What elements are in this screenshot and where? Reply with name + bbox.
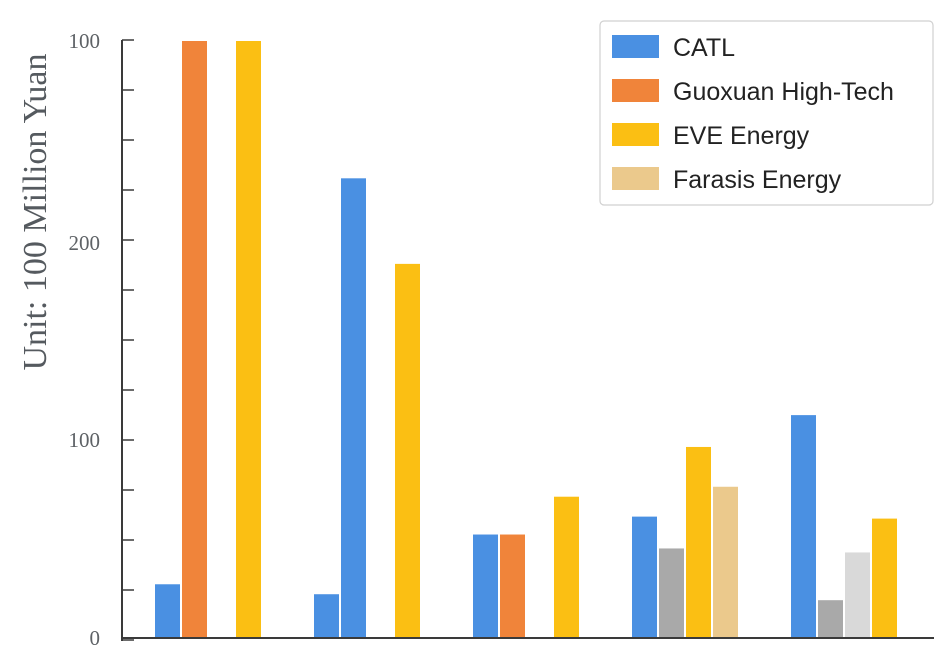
bar-farasis-energy-3-12 xyxy=(713,486,738,638)
legend-label-catl: CATL xyxy=(673,34,735,62)
y-tick-label-100: 100 xyxy=(69,428,101,452)
y-tick-label-200: 200 xyxy=(69,231,101,255)
y-axis: 100 200 100 0 xyxy=(69,29,934,650)
legend-swatch-catl xyxy=(612,35,659,58)
legend-swatch-farasis xyxy=(612,167,659,190)
bar-catl-1-4 xyxy=(341,178,366,638)
y-tick-label-0: 0 xyxy=(90,626,101,650)
bars-layer xyxy=(155,41,897,638)
legend-frame xyxy=(599,20,934,206)
bar-catl-2-6 xyxy=(473,534,498,638)
y-ticks xyxy=(122,39,134,641)
legend-label-farasis: Farasis Energy xyxy=(673,166,842,194)
bar-eve-energy-3-11 xyxy=(686,446,711,638)
legend-swatch-eve xyxy=(612,123,659,146)
bar-light-gray-4-15 xyxy=(845,552,870,638)
legend-swatch-guoxuan xyxy=(612,79,659,102)
bar-eve-energy-4-16 xyxy=(872,518,897,638)
bar-gray-4-14 xyxy=(818,600,843,638)
bar-guoxuan-high-tech-0-1 xyxy=(182,41,207,638)
legend: CATL Guoxuan High-Tech EVE Energy Farasi… xyxy=(599,20,934,206)
bar-eve-energy-1-5 xyxy=(395,263,420,638)
y-axis-label: Unit: 100 Million Yuan xyxy=(17,53,54,370)
legend-label-eve: EVE Energy xyxy=(673,122,810,150)
bar-guoxuan-high-tech-2-7 xyxy=(500,534,525,638)
bar-gray-3-10 xyxy=(659,548,684,638)
y-tick-label-top: 100 xyxy=(69,29,101,53)
bar-catl-0-0 xyxy=(155,584,180,638)
bar-catl-4-13 xyxy=(791,415,816,638)
bar-eve-energy-2-8 xyxy=(554,496,579,638)
bar-catl-1-3 xyxy=(314,594,339,638)
legend-label-guoxuan: Guoxuan High-Tech xyxy=(673,78,894,106)
bar-catl-3-9 xyxy=(632,516,657,638)
bar-eve-energy-0-2 xyxy=(236,41,261,638)
